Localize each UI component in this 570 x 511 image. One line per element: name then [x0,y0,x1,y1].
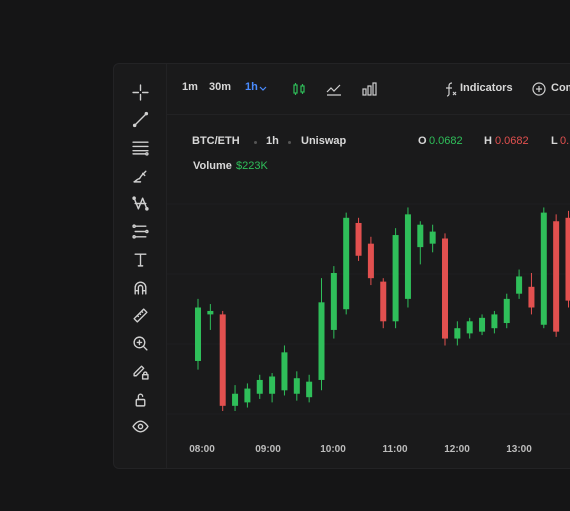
separator-dot [288,141,291,144]
exchange-label: Uniswap [301,135,347,147]
open-label: O [418,135,427,147]
chart-panel: 1m 30m 1h Indicators Com BTC/ETH 1h Unis… [113,63,570,469]
ruler-icon[interactable] [128,305,152,325]
trendline-icon[interactable] [128,109,152,129]
timeframe-1m[interactable]: 1m [182,81,198,93]
x-tick-label: 09:00 [255,444,281,455]
candle-body[interactable] [195,307,201,361]
candle-body[interactable] [367,243,374,279]
low-label: L [551,135,558,147]
candle-body[interactable] [232,393,239,406]
chevron-down-icon[interactable] [258,81,268,97]
candle-body[interactable] [343,217,350,310]
volume-label: Volume [193,160,232,172]
candle-body[interactable] [553,221,560,332]
unlock-icon[interactable] [128,389,152,409]
candle-body[interactable] [392,235,399,322]
candle-body[interactable] [244,388,251,403]
interval-label: 1h [266,135,279,147]
candle-body[interactable] [293,378,300,394]
open-value: 0.0682 [429,135,463,147]
bar-chart-icon[interactable] [361,81,377,97]
candle-body[interactable] [269,376,276,394]
high-label: H [484,135,492,147]
candle-body[interactable] [281,352,288,391]
function-icon[interactable] [442,81,458,97]
candle-body[interactable] [442,238,448,339]
pair-label: BTC/ETH [192,135,240,147]
candle-body[interactable] [540,212,547,325]
lock-pen-icon[interactable] [128,361,152,381]
timeframe-30m[interactable]: 30m [209,81,232,93]
candle-body[interactable] [355,222,362,256]
candle-body[interactable] [330,273,337,330]
indicators-button[interactable]: Indicators [460,82,513,94]
horizontal-lines-icon[interactable] [128,137,152,157]
x-tick-label: 12:00 [444,444,470,455]
candle-body[interactable] [256,379,263,394]
candle-body[interactable] [404,214,411,299]
candle-body[interactable] [516,276,523,294]
candle-body[interactable] [466,321,473,334]
candle-body[interactable] [454,328,461,339]
add-compare-icon[interactable] [531,81,547,97]
candle-body[interactable] [491,314,498,329]
candle-body[interactable] [318,302,325,380]
eye-icon[interactable] [128,416,152,436]
text-icon[interactable] [128,249,152,269]
candle-body[interactable] [479,317,486,332]
candle-body[interactable] [528,286,535,308]
zoom-in-icon[interactable] [128,333,152,353]
x-tick-label: 10:00 [320,444,346,455]
candle-body[interactable] [219,314,226,406]
magnet-icon[interactable] [128,277,152,297]
candle-body[interactable] [503,298,510,324]
chart-toolbar: 1m 30m 1h Indicators Com [167,64,570,115]
candle-body[interactable] [417,224,424,248]
pattern-icon[interactable] [128,193,152,213]
x-tick-label: 13:00 [506,444,532,455]
line-chart-icon[interactable] [326,81,342,97]
timeframe-1h[interactable]: 1h [245,81,258,93]
low-value: 0. [560,135,570,147]
crosshair-icon[interactable] [128,82,152,102]
separator-dot [254,141,257,144]
x-tick-label: 11:00 [382,444,407,455]
high-value: 0.0682 [495,135,529,147]
candle-body[interactable] [429,231,436,244]
volume-value: $223K [236,160,268,172]
brush-icon[interactable] [128,165,152,185]
candle-body[interactable] [565,217,570,301]
price-chart[interactable]: 08:00 09:00 10:00 11:00 12:00 13:00 [167,184,570,468]
candle-body[interactable] [306,381,313,398]
candles-icon[interactable] [291,81,307,97]
fib-levels-icon[interactable] [128,221,152,241]
candle-body[interactable] [207,310,214,315]
drawing-toolbar [114,64,167,468]
x-tick-label: 08:00 [189,444,215,455]
candle-body[interactable] [380,281,387,322]
compare-button[interactable]: Com [551,82,570,94]
